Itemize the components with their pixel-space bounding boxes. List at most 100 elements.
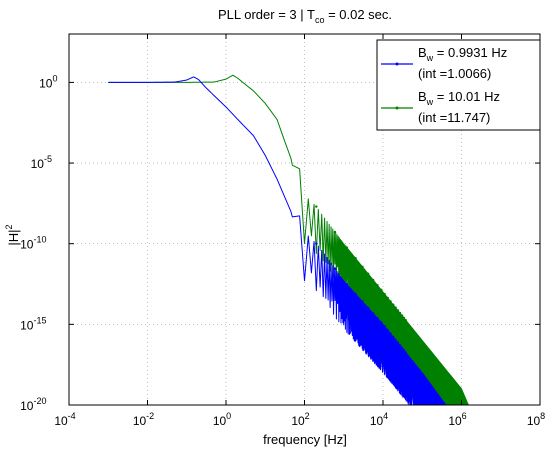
legend-label-1: Bw = 0.9931 Hz (418, 45, 507, 63)
chart-title-post: = 0.02 sec. (324, 7, 392, 22)
x-tick-label: 10-4 (54, 411, 75, 428)
chart-title-pre: PLL order = 3 | T (218, 7, 315, 22)
y-tick-label: 10-5 (31, 154, 52, 171)
series-line-2 (108, 74, 470, 406)
series-point (396, 309, 400, 312)
y-tick-label: 10-15 (20, 315, 46, 332)
series-2 (108, 74, 470, 406)
series-point (376, 316, 379, 320)
series-point (400, 314, 404, 317)
series-point (361, 300, 364, 303)
series-point (371, 278, 375, 282)
legend-int-2: (int =11.747) (418, 110, 490, 125)
series-point (380, 288, 383, 292)
legend-int-1: (int =1.0066) (418, 66, 491, 81)
series-point (383, 325, 386, 328)
axis-ticks: 10-4 10-2 100 102 104 106 10810010-510-1010-15… (20, 34, 545, 428)
y-tick-exp: 0 (52, 73, 57, 83)
series-point (404, 318, 407, 322)
legend-label-1-post: = 0.9931 Hz (433, 45, 507, 60)
series-point (315, 242, 318, 245)
series-point (386, 328, 389, 332)
series-point (376, 283, 379, 287)
y-axis-label-sup: 2 (4, 224, 14, 229)
series-point (389, 332, 392, 335)
legend-entry-2: Bw = 10.01 Hz (int =11.747) (381, 89, 500, 125)
legend: Bw = 0.9931 Hz (int =1.0066) Bw = 10.01 … (376, 39, 541, 131)
legend-label-1-pre: B (418, 45, 427, 60)
x-tick-exp: 8 (540, 411, 545, 421)
legend-marker-2 (395, 106, 399, 110)
y-axis-label: |H|2 (4, 224, 21, 245)
legend-label-2-pre: B (418, 89, 427, 104)
series-1 (108, 76, 447, 406)
chart-title: PLL order = 3 | Tco = 0.02 sec. (218, 7, 392, 25)
x-tick-exp: 0 (226, 411, 231, 421)
legend-label-2-sub: w (426, 97, 434, 107)
series-point (392, 303, 395, 306)
series-point (396, 341, 400, 344)
series-point (367, 306, 370, 310)
x-tick-base: 10 (448, 414, 462, 428)
x-tick-label: 100 (213, 411, 231, 428)
series-point (400, 346, 404, 350)
series-point (402, 348, 406, 352)
x-tick-base: 10 (527, 414, 541, 428)
series-point (354, 257, 357, 260)
x-tick-exp: -4 (68, 411, 76, 421)
legend-entry-1: Bw = 0.9931 Hz (int =1.0066) (381, 45, 507, 81)
y-tick-base: 10 (20, 318, 34, 332)
series-point (333, 267, 337, 270)
y-tick-base: 10 (20, 399, 34, 413)
series-point (394, 338, 397, 342)
y-tick-exp: -20 (33, 396, 46, 406)
series-point (380, 321, 383, 324)
x-tick-base: 10 (213, 414, 227, 428)
series-point (394, 306, 397, 309)
series-point (333, 230, 337, 234)
series-point (402, 316, 406, 320)
series-point (383, 292, 386, 296)
y-tick-label: 10-10 (20, 235, 46, 252)
y-tick-base: 10 (20, 238, 34, 252)
series-layer (108, 74, 470, 406)
x-tick-base: 10 (133, 414, 147, 428)
x-axis-label: frequency [Hz] (263, 432, 347, 447)
x-tick-exp: -2 (146, 411, 154, 421)
chart-title-sub: co (315, 15, 325, 25)
series-point (315, 205, 318, 208)
x-tick-base: 10 (291, 414, 305, 428)
x-tick-label: 102 (291, 411, 309, 428)
y-tick-exp: -5 (44, 154, 52, 164)
y-tick-exp: -15 (33, 315, 46, 325)
series-point (404, 351, 407, 354)
series-point (345, 246, 349, 249)
series-point (389, 300, 392, 303)
x-tick-exp: 2 (305, 411, 310, 421)
x-tick-label: 10-2 (133, 411, 154, 428)
y-tick-label: 100 (39, 73, 57, 90)
y-tick-exp: -10 (33, 235, 46, 245)
y-tick-base: 10 (39, 76, 53, 90)
series-line-1 (108, 76, 447, 406)
series-point (361, 265, 364, 268)
y-tick-base: 10 (31, 157, 45, 171)
x-tick-label: 108 (527, 411, 545, 428)
series-point (371, 312, 375, 315)
series-point (398, 344, 402, 347)
legend-label-1-sub: w (426, 53, 434, 63)
series-point (392, 335, 395, 339)
series-point (398, 311, 402, 315)
y-axis-label-base: |H| (6, 229, 21, 245)
legend-marker-1 (395, 62, 399, 66)
x-tick-label: 106 (448, 411, 466, 428)
x-tick-base: 10 (370, 414, 384, 428)
legend-box (376, 39, 541, 131)
series-point (367, 272, 370, 276)
legend-label-2-post: = 10.01 Hz (433, 89, 500, 104)
y-tick-label: 10-20 (20, 396, 46, 413)
legend-label-2: Bw = 10.01 Hz (418, 89, 500, 107)
x-tick-exp: 6 (462, 411, 467, 421)
series-point (354, 292, 357, 296)
